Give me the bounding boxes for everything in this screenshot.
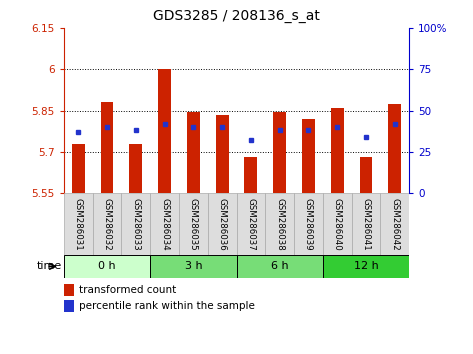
Bar <box>64 299 74 312</box>
Text: GSM286035: GSM286035 <box>189 198 198 251</box>
Bar <box>129 143 142 193</box>
Text: transformed count: transformed count <box>79 285 176 295</box>
Bar <box>187 112 200 193</box>
Bar <box>179 193 208 255</box>
Text: GSM286036: GSM286036 <box>218 198 227 251</box>
Bar <box>245 157 257 193</box>
Bar <box>351 193 380 255</box>
Text: GDS3285 / 208136_s_at: GDS3285 / 208136_s_at <box>153 9 320 23</box>
Bar <box>265 193 294 255</box>
Bar <box>380 193 409 255</box>
Text: GSM286032: GSM286032 <box>103 198 112 251</box>
Bar <box>323 255 409 278</box>
Bar <box>64 193 93 255</box>
Bar <box>294 193 323 255</box>
Bar <box>122 193 150 255</box>
Bar <box>158 69 171 193</box>
Bar <box>64 284 74 296</box>
Text: GSM286033: GSM286033 <box>131 198 140 251</box>
Bar <box>273 112 286 193</box>
Text: 12 h: 12 h <box>354 261 378 272</box>
Bar <box>236 255 323 278</box>
Text: 6 h: 6 h <box>271 261 289 272</box>
Bar <box>388 104 401 193</box>
Text: percentile rank within the sample: percentile rank within the sample <box>79 301 255 311</box>
Bar <box>216 115 228 193</box>
Bar <box>93 193 122 255</box>
Bar <box>236 193 265 255</box>
Text: 3 h: 3 h <box>184 261 202 272</box>
Bar <box>359 157 372 193</box>
Text: GSM286041: GSM286041 <box>361 198 370 251</box>
Text: GSM286042: GSM286042 <box>390 198 399 251</box>
Bar <box>150 255 236 278</box>
Text: GSM286034: GSM286034 <box>160 198 169 251</box>
Bar <box>64 255 150 278</box>
Text: GSM286038: GSM286038 <box>275 198 284 251</box>
Bar <box>331 108 344 193</box>
Text: GSM286037: GSM286037 <box>246 198 255 251</box>
Bar <box>323 193 351 255</box>
Text: GSM286040: GSM286040 <box>333 198 342 251</box>
Text: time: time <box>36 261 61 272</box>
Text: GSM286031: GSM286031 <box>74 198 83 251</box>
Text: GSM286039: GSM286039 <box>304 198 313 251</box>
Bar <box>208 193 236 255</box>
Bar <box>302 119 315 193</box>
Bar <box>72 143 85 193</box>
Bar <box>150 193 179 255</box>
Text: 0 h: 0 h <box>98 261 116 272</box>
Bar <box>101 102 114 193</box>
